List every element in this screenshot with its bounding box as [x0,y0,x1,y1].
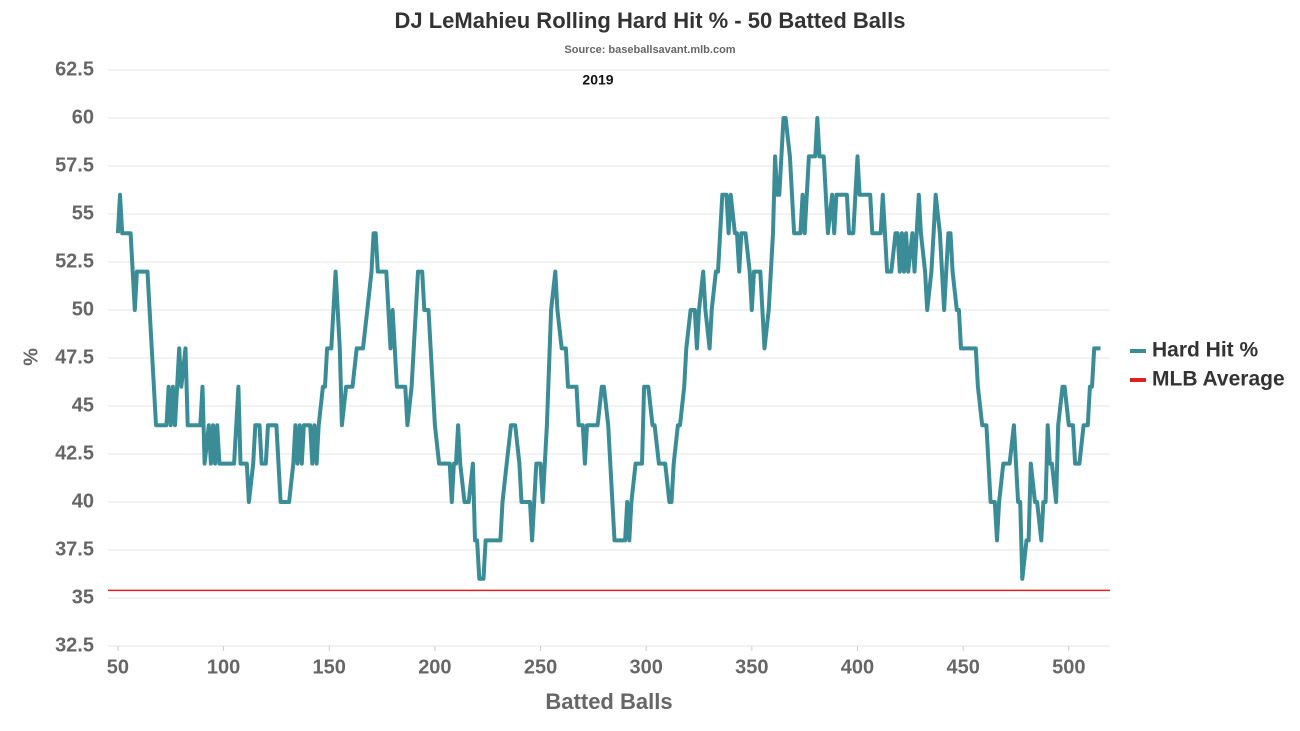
x-tick-label: 400 [841,656,874,678]
x-tick-label: 200 [418,656,451,678]
chart-subtitle: Source: baseballsavant.mlb.com [564,44,735,56]
y-tick-label: 35 [72,586,94,608]
y-tick-label: 55 [72,202,94,224]
y-tick-label: 47.5 [55,346,94,368]
x-tick-label: 500 [1052,656,1085,678]
y-tick-label: 32.5 [55,634,94,656]
legend-label: MLB Average [1152,368,1285,391]
x-tick-label: 150 [313,656,346,678]
chart-title: DJ LeMahieu Rolling Hard Hit % - 50 Batt… [395,8,906,33]
y-tick-label: 40 [72,490,94,512]
y-tick-label: 60 [72,106,94,128]
y-tick-label: 50 [72,298,94,320]
x-tick-label: 350 [735,656,768,678]
x-tick-label: 100 [207,656,240,678]
legend-label: Hard Hit % [1152,339,1259,362]
y-tick-label: 57.5 [55,154,94,176]
annotation: 2019 [582,72,613,88]
x-tick-label: 50 [107,656,129,678]
y-tick-label: 42.5 [55,442,94,464]
y-tick-label: 45 [72,394,94,416]
x-tick-label: 300 [630,656,663,678]
x-axis-label: Batted Balls [545,689,672,714]
x-tick-label: 450 [946,656,979,678]
y-tick-label: 62.5 [55,58,94,80]
y-tick-label: 37.5 [55,538,94,560]
y-axis-label: % [20,348,42,366]
x-tick-label: 250 [524,656,557,678]
y-tick-label: 52.5 [55,250,94,272]
data-line [115,116,1101,581]
